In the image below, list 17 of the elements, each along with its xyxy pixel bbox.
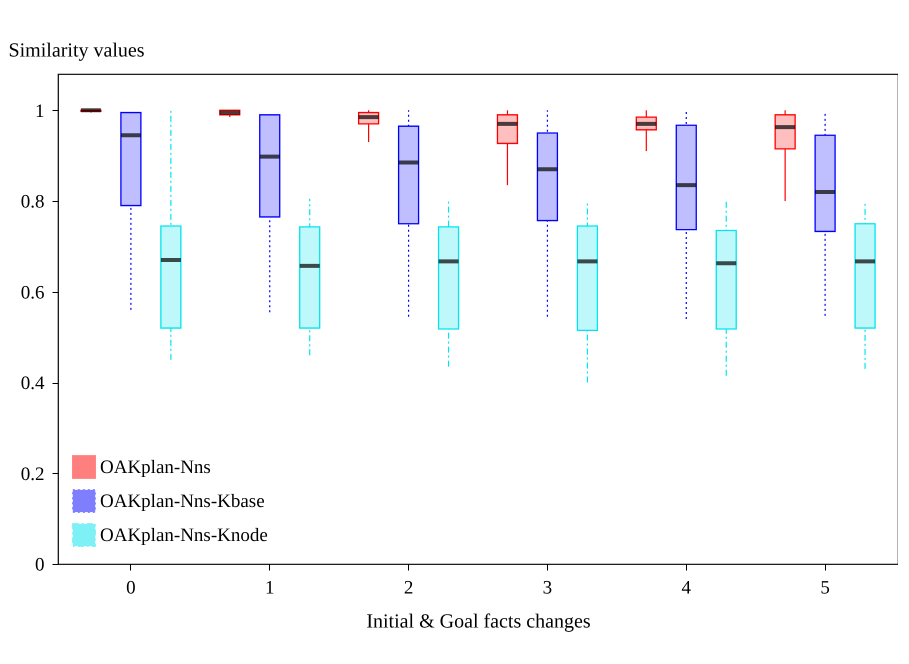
y-tick-label: 0.2 bbox=[20, 464, 44, 485]
legend-label: OAKplan-Nns-Knode bbox=[100, 525, 268, 546]
y-tick-label: 0 bbox=[35, 554, 44, 576]
y-tick-label: 0.8 bbox=[20, 192, 44, 213]
y-axis-title: Similarity values bbox=[8, 40, 145, 62]
y-tick-label: 1 bbox=[35, 100, 44, 122]
x-tick-label: 1 bbox=[264, 578, 274, 598]
x-tick-label: 3 bbox=[542, 578, 552, 598]
legend-label: OAKplan-Nns bbox=[100, 457, 211, 478]
x-tick-label: 2 bbox=[404, 578, 414, 598]
y-tick-label: 0.4 bbox=[20, 373, 45, 394]
x-tick-label: 5 bbox=[820, 578, 830, 598]
y-tick-label: 0.6 bbox=[20, 282, 44, 304]
x-tick-label: 0 bbox=[126, 578, 136, 598]
legend-label: OAKplan-Nns-Kbase bbox=[100, 491, 265, 512]
x-tick-label: 4 bbox=[682, 578, 692, 598]
x-axis-title: Initial & Goal facts changes bbox=[366, 610, 591, 632]
